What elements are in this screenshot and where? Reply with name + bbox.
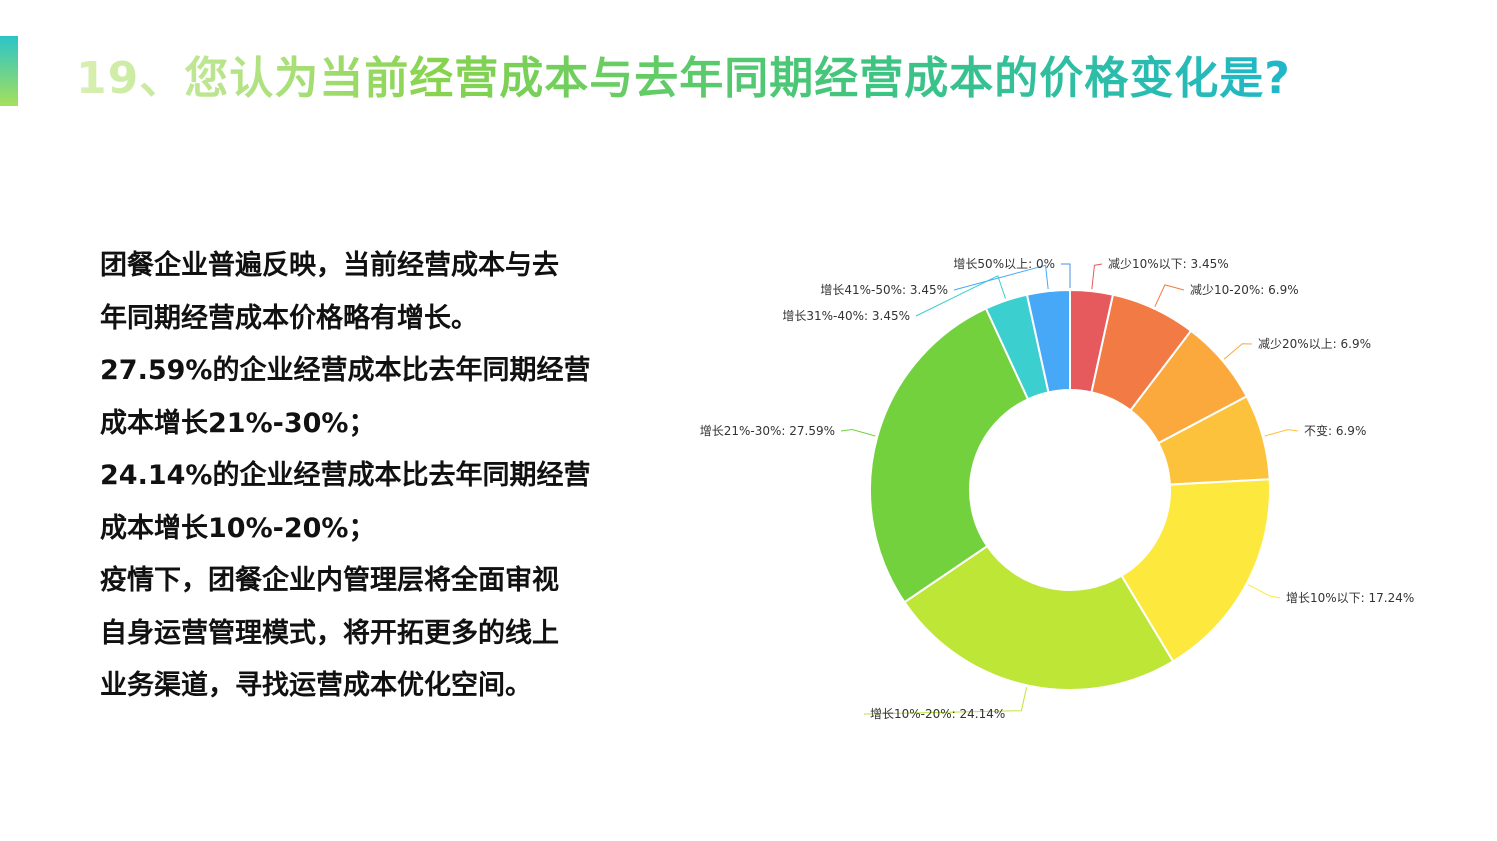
leader-line [1154, 284, 1185, 307]
summary-line: 自身运营管理模式，将开拓更多的线上 [100, 617, 559, 649]
slice-label: 增长10%-20%: 24.14% [870, 707, 1005, 721]
leader-line [1264, 429, 1299, 437]
summary-line: 团餐企业普遍反映，当前经营成本与去 [100, 250, 559, 281]
slice-label: 增长50%以上: 0% [953, 257, 1055, 271]
leader-line [1223, 343, 1253, 360]
title-accent-bar [0, 36, 18, 106]
summary-line: 成本增长10%-20%； [100, 512, 376, 544]
slice-label: 增长21%-30%: 27.59% [700, 424, 835, 438]
leader-line [953, 264, 1049, 291]
slice-label: 减少10-20%: 6.9% [1190, 283, 1299, 297]
slice-label: 不变: 6.9% [1304, 423, 1366, 438]
summary-line: 业务渠道，寻找运营成本优化空间。 [100, 670, 532, 701]
slice-label: 增长31%-40%: 3.45% [782, 309, 910, 323]
leader-line [863, 687, 1028, 715]
summary-text: 团餐企业普遍反映，当前经营成本与去 年同期经营成本价格略有增长。 27.59%的… [100, 240, 640, 713]
summary-line: 24.14%的企业经营成本比去年同期经营 [100, 460, 591, 491]
summary-line: 疫情下，团餐企业内管理层将全面审视 [100, 565, 559, 596]
pie-slice [1120, 478, 1271, 663]
summary-line: 27.59%的企业经营成本比去年同期经营 [100, 355, 591, 386]
slice-label: 减少20%以上: 6.9% [1258, 337, 1371, 351]
page-title: 19、您认为当前经营成本与去年同期经营成本的价格变化是? [76, 42, 1291, 106]
slice-label: 增长10%以下: 17.24% [1286, 591, 1414, 605]
summary-line: 成本增长21%-30%； [100, 407, 376, 439]
leader-line [915, 275, 1006, 317]
donut-chart: 减少10%以下: 3.45% 减少10-20%: 6.9% 减少20%以上: 6.9… [700, 257, 1415, 721]
leader-line [1091, 263, 1103, 290]
leader-line [1061, 263, 1071, 288]
leader-line [1248, 584, 1281, 599]
pie-slice [903, 544, 1175, 691]
slice-label: 减少10%以下: 3.45% [1108, 257, 1229, 271]
slice-label: 增长41%-50%: 3.45% [820, 283, 948, 297]
pie-slice [869, 307, 1030, 604]
pie-slice [1025, 288, 1071, 394]
summary-line: 年同期经营成本价格略有增长。 [100, 302, 478, 334]
leader-line [840, 429, 876, 437]
